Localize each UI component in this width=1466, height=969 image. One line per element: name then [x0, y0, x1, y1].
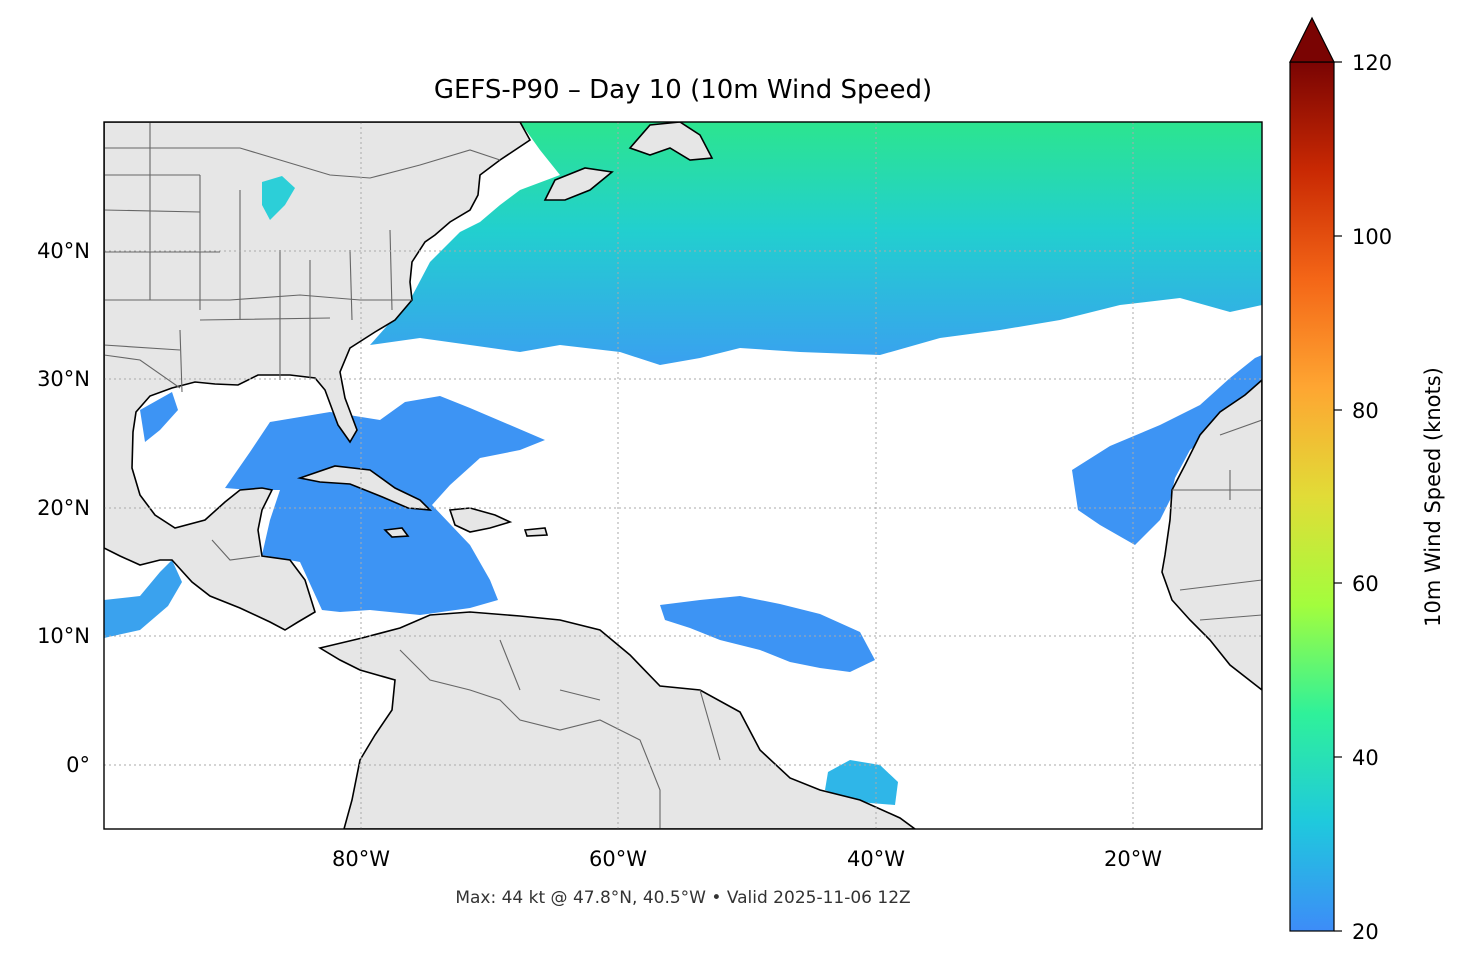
land-newfoundland [628, 122, 714, 161]
border-us-states-2 [104, 294, 412, 393]
colorbar-tick-label: 40 [1352, 746, 1379, 770]
land-hispaniola [448, 507, 513, 533]
wind-field-pacific [104, 560, 182, 638]
x-tick-label: 60°W [589, 847, 647, 871]
footer-annotation: Max: 44 kt @ 47.8°N, 40.5°W • Valid 2025… [455, 888, 910, 908]
land-south-america [317, 611, 917, 829]
colorbar-gradient [1289, 61, 1335, 932]
border-us-canada [104, 147, 501, 179]
colorbar-extend-triangle [1289, 16, 1335, 63]
y-tick-label: 10°N [37, 624, 90, 648]
land-jamaica [383, 527, 410, 538]
map-title: GEFS-P90 – Day 10 (10m Wind Speed) [434, 75, 932, 105]
land-masses [104, 122, 1262, 829]
y-tick-label: 40°N [37, 239, 90, 263]
x-axis-ticks: 80°W 60°W 40°W 20°W [332, 847, 1162, 871]
land-africa [1161, 378, 1262, 692]
y-tick-label: 20°N [37, 496, 90, 520]
land-cuba [296, 465, 433, 511]
colorbar-tick-label: 120 [1352, 51, 1392, 75]
y-axis-ticks: 40°N 30°N 20°N 10°N 0° [37, 239, 90, 777]
colorbar-tick-label: 100 [1352, 225, 1392, 249]
wind-field-tropical-atlantic [660, 596, 875, 672]
colorbar: 20 40 60 80 100 120 10m Wind Speed (knot… [1289, 16, 1445, 944]
colorbar-tick-label: 60 [1352, 572, 1379, 596]
land-nova-scotia [543, 167, 614, 201]
border-mexico [104, 354, 261, 561]
land-north-america [104, 122, 532, 631]
wind-field-east-atlantic [1072, 355, 1262, 545]
colorbar-ticks [1334, 61, 1342, 932]
colorbar-label: 10m Wind Speed (knots) [1421, 367, 1445, 627]
political-borders [104, 122, 1262, 829]
colorbar-tick-label: 20 [1352, 920, 1379, 944]
wind-field-gulf [140, 392, 178, 442]
land-puerto-rico [523, 527, 549, 537]
map-panel[interactable] [104, 122, 1262, 829]
border-south-america [399, 639, 721, 829]
wind-field-caribbean [225, 396, 545, 615]
wind-field-brazil-coast [825, 760, 898, 805]
y-tick-label: 30°N [37, 367, 90, 391]
great-lakes [262, 176, 295, 220]
x-tick-label: 40°W [847, 847, 905, 871]
y-tick-label: 0° [66, 753, 90, 777]
border-africa [1172, 419, 1262, 621]
gridlines [104, 122, 1262, 829]
x-tick-label: 80°W [332, 847, 390, 871]
map-frame [103, 121, 1263, 830]
colorbar-tick-label: 80 [1352, 399, 1379, 423]
x-tick-label: 20°W [1104, 847, 1162, 871]
border-us-states-1 [104, 122, 393, 380]
